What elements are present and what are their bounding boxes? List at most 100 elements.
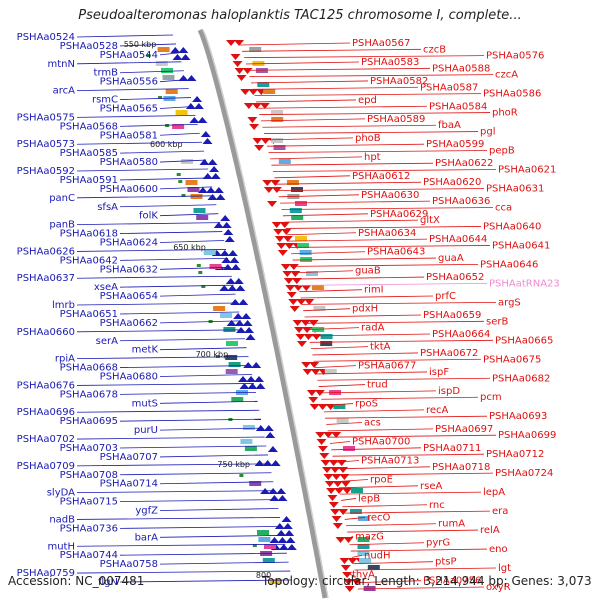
left-leader-line (76, 517, 281, 520)
accession-text: Accession: NC_007481 (8, 574, 145, 588)
reverse-cds-arrow (303, 334, 314, 340)
right-leader-line (304, 314, 422, 318)
backbone (197, 28, 329, 599)
reverse-cds-arrow (301, 285, 312, 291)
category-tile (349, 509, 362, 514)
left-leader-line (76, 329, 244, 333)
reverse-cds-arrow (288, 299, 299, 305)
leader-lines (76, 34, 497, 590)
reverse-cds-arrow (271, 222, 282, 228)
right-leader-line (321, 396, 479, 400)
right-gene-label: argS (498, 297, 521, 308)
right-gene-label: tktA (370, 342, 391, 353)
right-gene-label: nudH (364, 550, 391, 561)
category-tile (295, 236, 307, 241)
left-gene-label: PSHAa0632 (100, 264, 158, 275)
right-gene-label: PSHAa0700 (352, 437, 410, 448)
feature-tick (158, 96, 163, 99)
left-leader-line (159, 508, 279, 511)
right-gene-label: PSHAa0699 (498, 430, 556, 441)
category-tile (306, 271, 318, 276)
left-gene-label: PSHAa0714 (100, 479, 158, 490)
reverse-cds-arrow (293, 285, 304, 291)
right-leader-line (245, 61, 360, 65)
left-leader-line (159, 293, 236, 297)
right-leader-line (326, 422, 363, 425)
feature-tick (201, 285, 206, 288)
category-tile (209, 264, 222, 269)
category-tile (273, 145, 286, 150)
reverse-cds-arrow (323, 432, 334, 438)
forward-cds-arrow (244, 327, 255, 333)
forward-cds-arrow (199, 159, 210, 165)
reverse-cds-arrow (344, 586, 355, 592)
right-gene-label: PSHAa0612 (352, 171, 410, 182)
left-gene-label: PSHAa0654 (100, 291, 158, 302)
right-gene-label: PSHAa0665 (495, 335, 553, 346)
left-gene-label: lmrb (52, 300, 75, 311)
forward-cds-arrow (238, 376, 249, 382)
right-leader-line (266, 143, 425, 147)
left-gene-label: ygfZ (135, 506, 158, 517)
left-gene-label: PSHAa0565 (100, 103, 158, 114)
right-leader-line (274, 175, 351, 179)
feature-tick (178, 180, 183, 183)
left-gene-label: PSHAa0544 (100, 50, 158, 61)
right-leader-line (287, 232, 357, 236)
reverse-cds-arrow (343, 537, 354, 543)
left-gene-label: PSHAa0715 (60, 497, 118, 508)
left-leader-line (159, 320, 242, 324)
left-gene-label: PSHAa0626 (17, 246, 75, 257)
left-leader-line (119, 97, 192, 100)
category-tile (231, 397, 244, 402)
left-leader-line (159, 454, 269, 458)
right-gene-label: PSHAa0712 (486, 449, 544, 460)
left-gene-label: PSHAa0573 (17, 139, 75, 150)
right-gene-label: PSHAa0576 (486, 51, 544, 62)
left-leader-line (159, 347, 247, 351)
left-leader-line (159, 186, 213, 190)
right-gene-label: radA (361, 323, 385, 334)
left-leader-line (119, 177, 211, 181)
reverse-cds-arrow (301, 362, 312, 368)
left-gene-label: PSHAa0668 (60, 363, 118, 374)
right-leader-line (331, 447, 422, 451)
right-leader-line (311, 346, 369, 350)
right-gene-label: PSHAa0586 (483, 89, 541, 100)
forward-cds-arrow (235, 285, 246, 291)
reverse-cds-arrow (326, 488, 337, 494)
left-leader-line (76, 490, 276, 494)
right-gene-label: pgl (480, 127, 495, 138)
reverse-cds-arrow (294, 327, 305, 333)
right-leader-line (348, 536, 354, 539)
reverse-cds-arrow (308, 397, 319, 403)
right-leader-line (338, 485, 419, 489)
category-tile (165, 89, 178, 94)
cds-layer (146, 40, 380, 592)
right-leader-line (239, 42, 351, 46)
right-leader-line (268, 150, 488, 153)
reverse-cds-arrow (252, 138, 263, 144)
right-gene-label: acs (364, 418, 381, 429)
right-leader-line (265, 137, 354, 141)
forward-cds-arrow (263, 425, 274, 431)
right-leader-line (349, 573, 356, 577)
right-gene-label: pyrG (426, 538, 450, 549)
right-gene-label: phoR (492, 108, 518, 119)
left-leader-line (159, 52, 179, 56)
category-tile (161, 68, 173, 73)
forward-cds-arrow (277, 495, 288, 501)
reverse-cds-arrow (323, 474, 334, 480)
reverse-cds-arrow (248, 89, 259, 95)
right-leader-line (341, 498, 357, 501)
right-leader-line (342, 504, 428, 508)
forward-cds-arrow (278, 544, 289, 550)
feature-tick (196, 264, 201, 267)
right-leader-line (299, 289, 363, 293)
right-gene-label: relA (480, 525, 500, 536)
right-gene-label: PSHAa0718 (432, 462, 490, 473)
backbone-ring-highlight (202, 29, 329, 599)
forward-cds-arrow (221, 257, 232, 263)
reverse-cds-arrow (316, 439, 327, 445)
right-gene-label: lepA (483, 487, 505, 498)
